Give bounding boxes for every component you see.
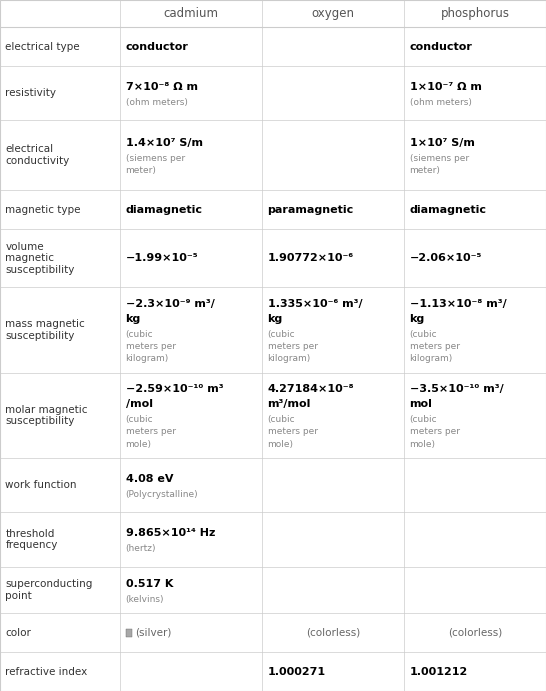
Text: kilogram): kilogram): [268, 354, 311, 363]
Text: 7×10⁻⁸ Ω m: 7×10⁻⁸ Ω m: [126, 82, 198, 92]
Text: /mol: /mol: [126, 399, 152, 409]
Text: 4.27184×10⁻⁸: 4.27184×10⁻⁸: [268, 384, 354, 394]
Text: kg: kg: [126, 314, 141, 324]
Text: (cubic: (cubic: [126, 330, 153, 339]
Text: phosphorus: phosphorus: [441, 7, 509, 20]
Text: 1×10⁷ S/m: 1×10⁷ S/m: [410, 138, 474, 148]
Text: magnetic type: magnetic type: [5, 205, 81, 215]
Text: (siemens per: (siemens per: [126, 153, 185, 162]
Text: (hertz): (hertz): [126, 544, 156, 553]
Text: m³/mol: m³/mol: [268, 399, 311, 409]
Text: (cubic: (cubic: [126, 415, 153, 424]
Text: 1.90772×10⁻⁶: 1.90772×10⁻⁶: [268, 253, 354, 263]
Text: meters per: meters per: [268, 342, 318, 351]
Text: −1.13×10⁻⁸ m³/: −1.13×10⁻⁸ m³/: [410, 299, 506, 309]
Text: mole): mole): [268, 440, 294, 449]
Text: work function: work function: [5, 480, 77, 490]
Text: (siemens per: (siemens per: [410, 153, 468, 162]
Text: meter): meter): [126, 166, 157, 175]
Text: resistivity: resistivity: [5, 88, 56, 98]
Text: mass magnetic
susceptibility: mass magnetic susceptibility: [5, 319, 85, 341]
Text: mole): mole): [126, 440, 152, 449]
Text: 4.08 eV: 4.08 eV: [126, 474, 173, 484]
Text: −1.99×10⁻⁵: −1.99×10⁻⁵: [126, 253, 198, 263]
Text: mole): mole): [410, 440, 436, 449]
Text: −2.3×10⁻⁹ m³/: −2.3×10⁻⁹ m³/: [126, 299, 215, 309]
Text: meters per: meters per: [268, 428, 318, 437]
Text: (silver): (silver): [135, 627, 171, 638]
Text: (ohm meters): (ohm meters): [126, 97, 187, 106]
Text: paramagnetic: paramagnetic: [268, 205, 354, 215]
Text: (cubic: (cubic: [268, 415, 295, 424]
Text: meter): meter): [410, 166, 441, 175]
Text: diamagnetic: diamagnetic: [126, 205, 203, 215]
Text: meters per: meters per: [126, 428, 176, 437]
Text: 1.000271: 1.000271: [268, 667, 325, 676]
Text: 9.865×10¹⁴ Hz: 9.865×10¹⁴ Hz: [126, 529, 215, 538]
Text: (ohm meters): (ohm meters): [410, 97, 471, 106]
Text: 1.4×10⁷ S/m: 1.4×10⁷ S/m: [126, 138, 203, 148]
Text: molar magnetic
susceptibility: molar magnetic susceptibility: [5, 404, 88, 426]
Text: conductor: conductor: [410, 41, 472, 52]
Text: electrical
conductivity: electrical conductivity: [5, 144, 70, 166]
Text: mol: mol: [410, 399, 432, 409]
Text: (colorless): (colorless): [306, 627, 360, 638]
Text: meters per: meters per: [126, 342, 176, 351]
Text: oxygen: oxygen: [312, 7, 354, 20]
Text: kg: kg: [268, 314, 283, 324]
Text: −2.59×10⁻¹⁰ m³: −2.59×10⁻¹⁰ m³: [126, 384, 223, 394]
Bar: [126, 629, 132, 637]
Text: −3.5×10⁻¹⁰ m³/: −3.5×10⁻¹⁰ m³/: [410, 384, 503, 394]
Text: cadmium: cadmium: [164, 7, 218, 20]
Text: conductor: conductor: [126, 41, 188, 52]
Text: (kelvins): (kelvins): [126, 594, 164, 603]
Text: (colorless): (colorless): [448, 627, 502, 638]
Text: color: color: [5, 627, 31, 638]
Text: meters per: meters per: [410, 428, 460, 437]
Text: 1×10⁻⁷ Ω m: 1×10⁻⁷ Ω m: [410, 82, 482, 92]
Text: (cubic: (cubic: [268, 330, 295, 339]
Text: −2.06×10⁻⁵: −2.06×10⁻⁵: [410, 253, 482, 263]
Text: kilogram): kilogram): [126, 354, 169, 363]
Text: 1.001212: 1.001212: [410, 667, 468, 676]
Text: 1.335×10⁻⁶ m³/: 1.335×10⁻⁶ m³/: [268, 299, 362, 309]
Text: 0.517 K: 0.517 K: [126, 579, 173, 589]
Text: volume
magnetic
susceptibility: volume magnetic susceptibility: [5, 242, 75, 275]
Text: superconducting
point: superconducting point: [5, 579, 93, 601]
Text: diamagnetic: diamagnetic: [410, 205, 486, 215]
Text: threshold
frequency: threshold frequency: [5, 529, 58, 551]
Text: electrical type: electrical type: [5, 41, 80, 52]
Text: kilogram): kilogram): [410, 354, 453, 363]
Text: meters per: meters per: [410, 342, 460, 351]
Text: (cubic: (cubic: [410, 415, 437, 424]
Text: (Polycrystalline): (Polycrystalline): [126, 490, 198, 499]
Text: refractive index: refractive index: [5, 667, 88, 676]
Text: (cubic: (cubic: [410, 330, 437, 339]
Text: kg: kg: [410, 314, 425, 324]
